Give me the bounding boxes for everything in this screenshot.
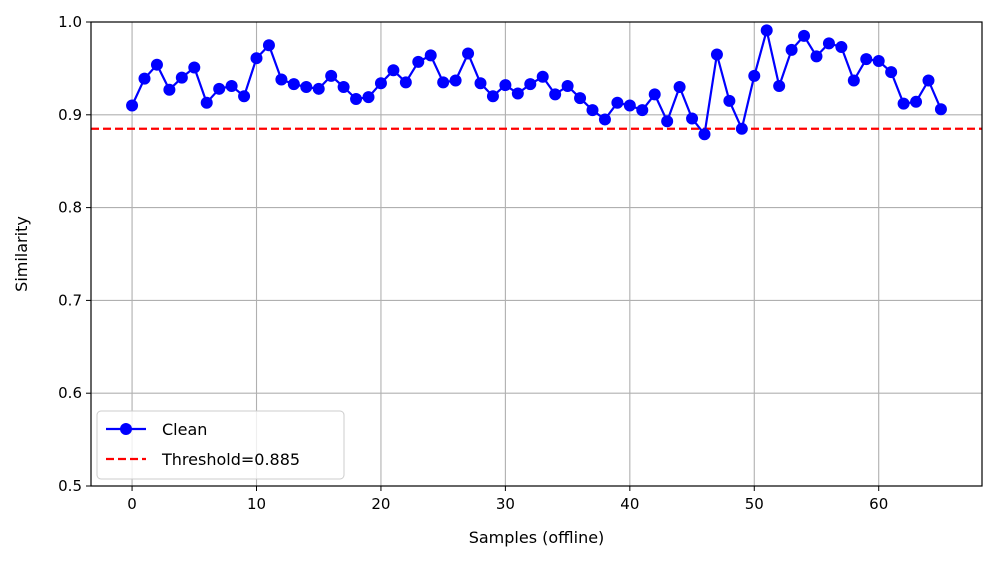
clean-data-point (835, 41, 848, 54)
clean-data-point (586, 104, 599, 117)
clean-data-point (574, 92, 587, 105)
x-tick-label: 0 (127, 495, 137, 513)
clean-data-point (524, 78, 537, 91)
x-tick-label: 40 (620, 495, 639, 513)
clean-data-point (462, 47, 475, 60)
clean-data-point (860, 53, 873, 66)
clean-data-point (748, 69, 761, 82)
clean-data-point (934, 103, 947, 116)
legend-threshold-label: Threshold=0.885 (161, 450, 300, 469)
clean-data-point (623, 99, 636, 112)
y-tick-label: 0.6 (58, 384, 82, 402)
x-tick-label: 30 (496, 495, 515, 513)
clean-data-point (449, 74, 462, 87)
clean-data-point (287, 78, 300, 91)
clean-data-point (412, 55, 425, 68)
clean-data-point (536, 70, 549, 83)
clean-data-point (250, 52, 263, 65)
clean-data-point (150, 58, 163, 71)
clean-data-point (188, 61, 201, 74)
clean-data-point (138, 72, 151, 85)
clean-data-point (561, 80, 574, 93)
clean-data-point (698, 128, 711, 141)
clean-data-point (760, 24, 773, 37)
clean-data-point (262, 39, 275, 52)
clean-data-point (798, 29, 811, 42)
legend-clean-marker (120, 423, 132, 435)
x-axis-ticks: 0 10 20 30 40 50 60 (127, 486, 888, 513)
clean-data-point (673, 80, 686, 93)
clean-data-point (175, 71, 188, 84)
clean-data-point (636, 104, 649, 117)
clean-data-point (486, 90, 499, 103)
clean-data-point (225, 80, 238, 93)
clean-data-point (312, 82, 325, 95)
clean-data-point (424, 49, 437, 62)
clean-data-point (499, 79, 512, 92)
x-tick-label: 60 (869, 495, 888, 513)
clean-data-point (598, 113, 611, 126)
clean-data-point (773, 80, 786, 93)
x-tick-label: 10 (247, 495, 266, 513)
clean-data-point (922, 74, 935, 87)
clean-data-point (822, 37, 835, 50)
y-tick-label: 0.9 (58, 106, 82, 124)
clean-data-point (686, 112, 699, 125)
clean-data-point (648, 88, 661, 101)
clean-data-point (350, 93, 363, 106)
clean-data-point (213, 82, 226, 95)
clean-data-point (897, 97, 910, 110)
y-tick-label: 0.8 (58, 199, 82, 217)
y-tick-label: 0.7 (58, 291, 82, 309)
legend-clean-label: Clean (162, 420, 207, 439)
clean-data-point (362, 91, 375, 104)
clean-data-point (163, 83, 176, 96)
x-axis-label: Samples (offline) (469, 528, 605, 547)
clean-data-point (847, 74, 860, 87)
x-tick-label: 20 (371, 495, 390, 513)
y-tick-label: 0.5 (58, 477, 82, 495)
y-axis-label: Similarity (12, 216, 31, 292)
clean-data-point (399, 76, 412, 89)
clean-data-point (611, 96, 624, 109)
legend: Clean Threshold=0.885 (96, 410, 345, 480)
clean-data-point (710, 48, 723, 61)
legend-box (96, 410, 345, 480)
clean-data-point (474, 77, 487, 90)
clean-data-point (238, 90, 251, 103)
clean-data-point (325, 69, 338, 82)
clean-data-point (126, 99, 139, 112)
clean-data-point (910, 95, 923, 108)
clean-data-point (785, 43, 798, 56)
clean-data-point (387, 64, 400, 77)
data-series (126, 24, 947, 141)
x-tick-label: 50 (745, 495, 764, 513)
clean-data-point (200, 96, 213, 109)
y-tick-label: 1.0 (58, 13, 82, 31)
clean-data-point (437, 76, 450, 89)
y-axis-ticks: 0.5 0.6 0.7 0.8 0.9 1.0 (58, 13, 91, 495)
clean-data-point (300, 80, 313, 93)
clean-data-point (374, 77, 387, 90)
plot-frame (90, 21, 983, 487)
clean-data-point (810, 50, 823, 63)
clean-data-point (511, 87, 524, 100)
clean-data-point (275, 73, 288, 86)
clean-data-point (735, 122, 748, 135)
clean-data-point (723, 94, 736, 107)
clean-data-point (549, 88, 562, 101)
clean-data-point (885, 66, 898, 79)
clean-data-point (661, 115, 674, 128)
clean-data-point (872, 54, 885, 67)
clean-data-point (337, 80, 350, 93)
